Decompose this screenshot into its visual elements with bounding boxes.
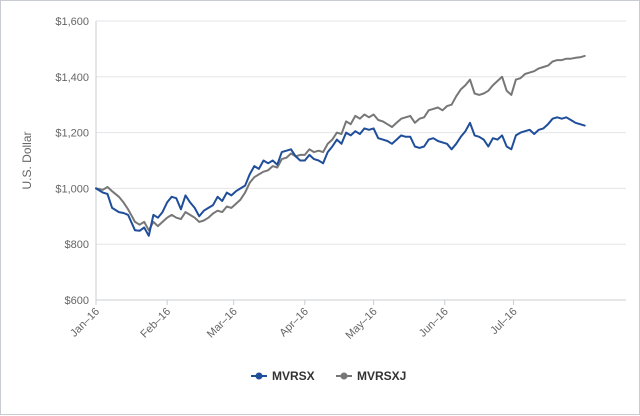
x-axis: Jan–16 Feb–16 Mar–16 Apr–16 May–16 Jun–16 Jul–… [68,21,520,342]
x-tick-label: Feb–16 [138,306,173,341]
y-tick-label: $1,600 [55,16,89,28]
x-tick-label: Jan–16 [68,306,102,340]
y-axis: $600 $800 $1,000 $1,200 $1,400 $1,600 [55,16,89,307]
series-lines [95,54,586,237]
legend-item-mvrsx[interactable]: MVRSX [251,369,315,383]
y-axis-title: U.S. Dollar [20,131,34,189]
x-tick-label: Jun–16 [417,306,451,340]
x-tick-label: Apr–16 [277,306,311,340]
legend: MVRSX MVRSXJ [251,369,406,383]
y-tick-label: $1,400 [55,72,89,84]
y-tick-label: $1,000 [55,183,89,195]
legend-marker-icon [340,372,348,380]
y-tick-label: $600 [65,295,89,307]
legend-marker-icon [255,372,263,380]
series-line-mvrsxj [95,54,586,232]
y-tick-label: $800 [65,239,89,251]
y-tick-label: $1,200 [55,128,89,140]
legend-label: MVRSX [272,369,315,383]
x-tick-label: Mar–16 [205,306,240,341]
series-line-mvrsx [95,116,586,237]
legend-item-mvrsxj[interactable]: MVRSXJ [336,369,406,383]
legend-label: MVRSXJ [357,369,406,383]
grid-lines [96,20,626,301]
x-tick-label: May–16 [344,306,380,342]
x-tick-label: Jul–16 [488,306,519,337]
